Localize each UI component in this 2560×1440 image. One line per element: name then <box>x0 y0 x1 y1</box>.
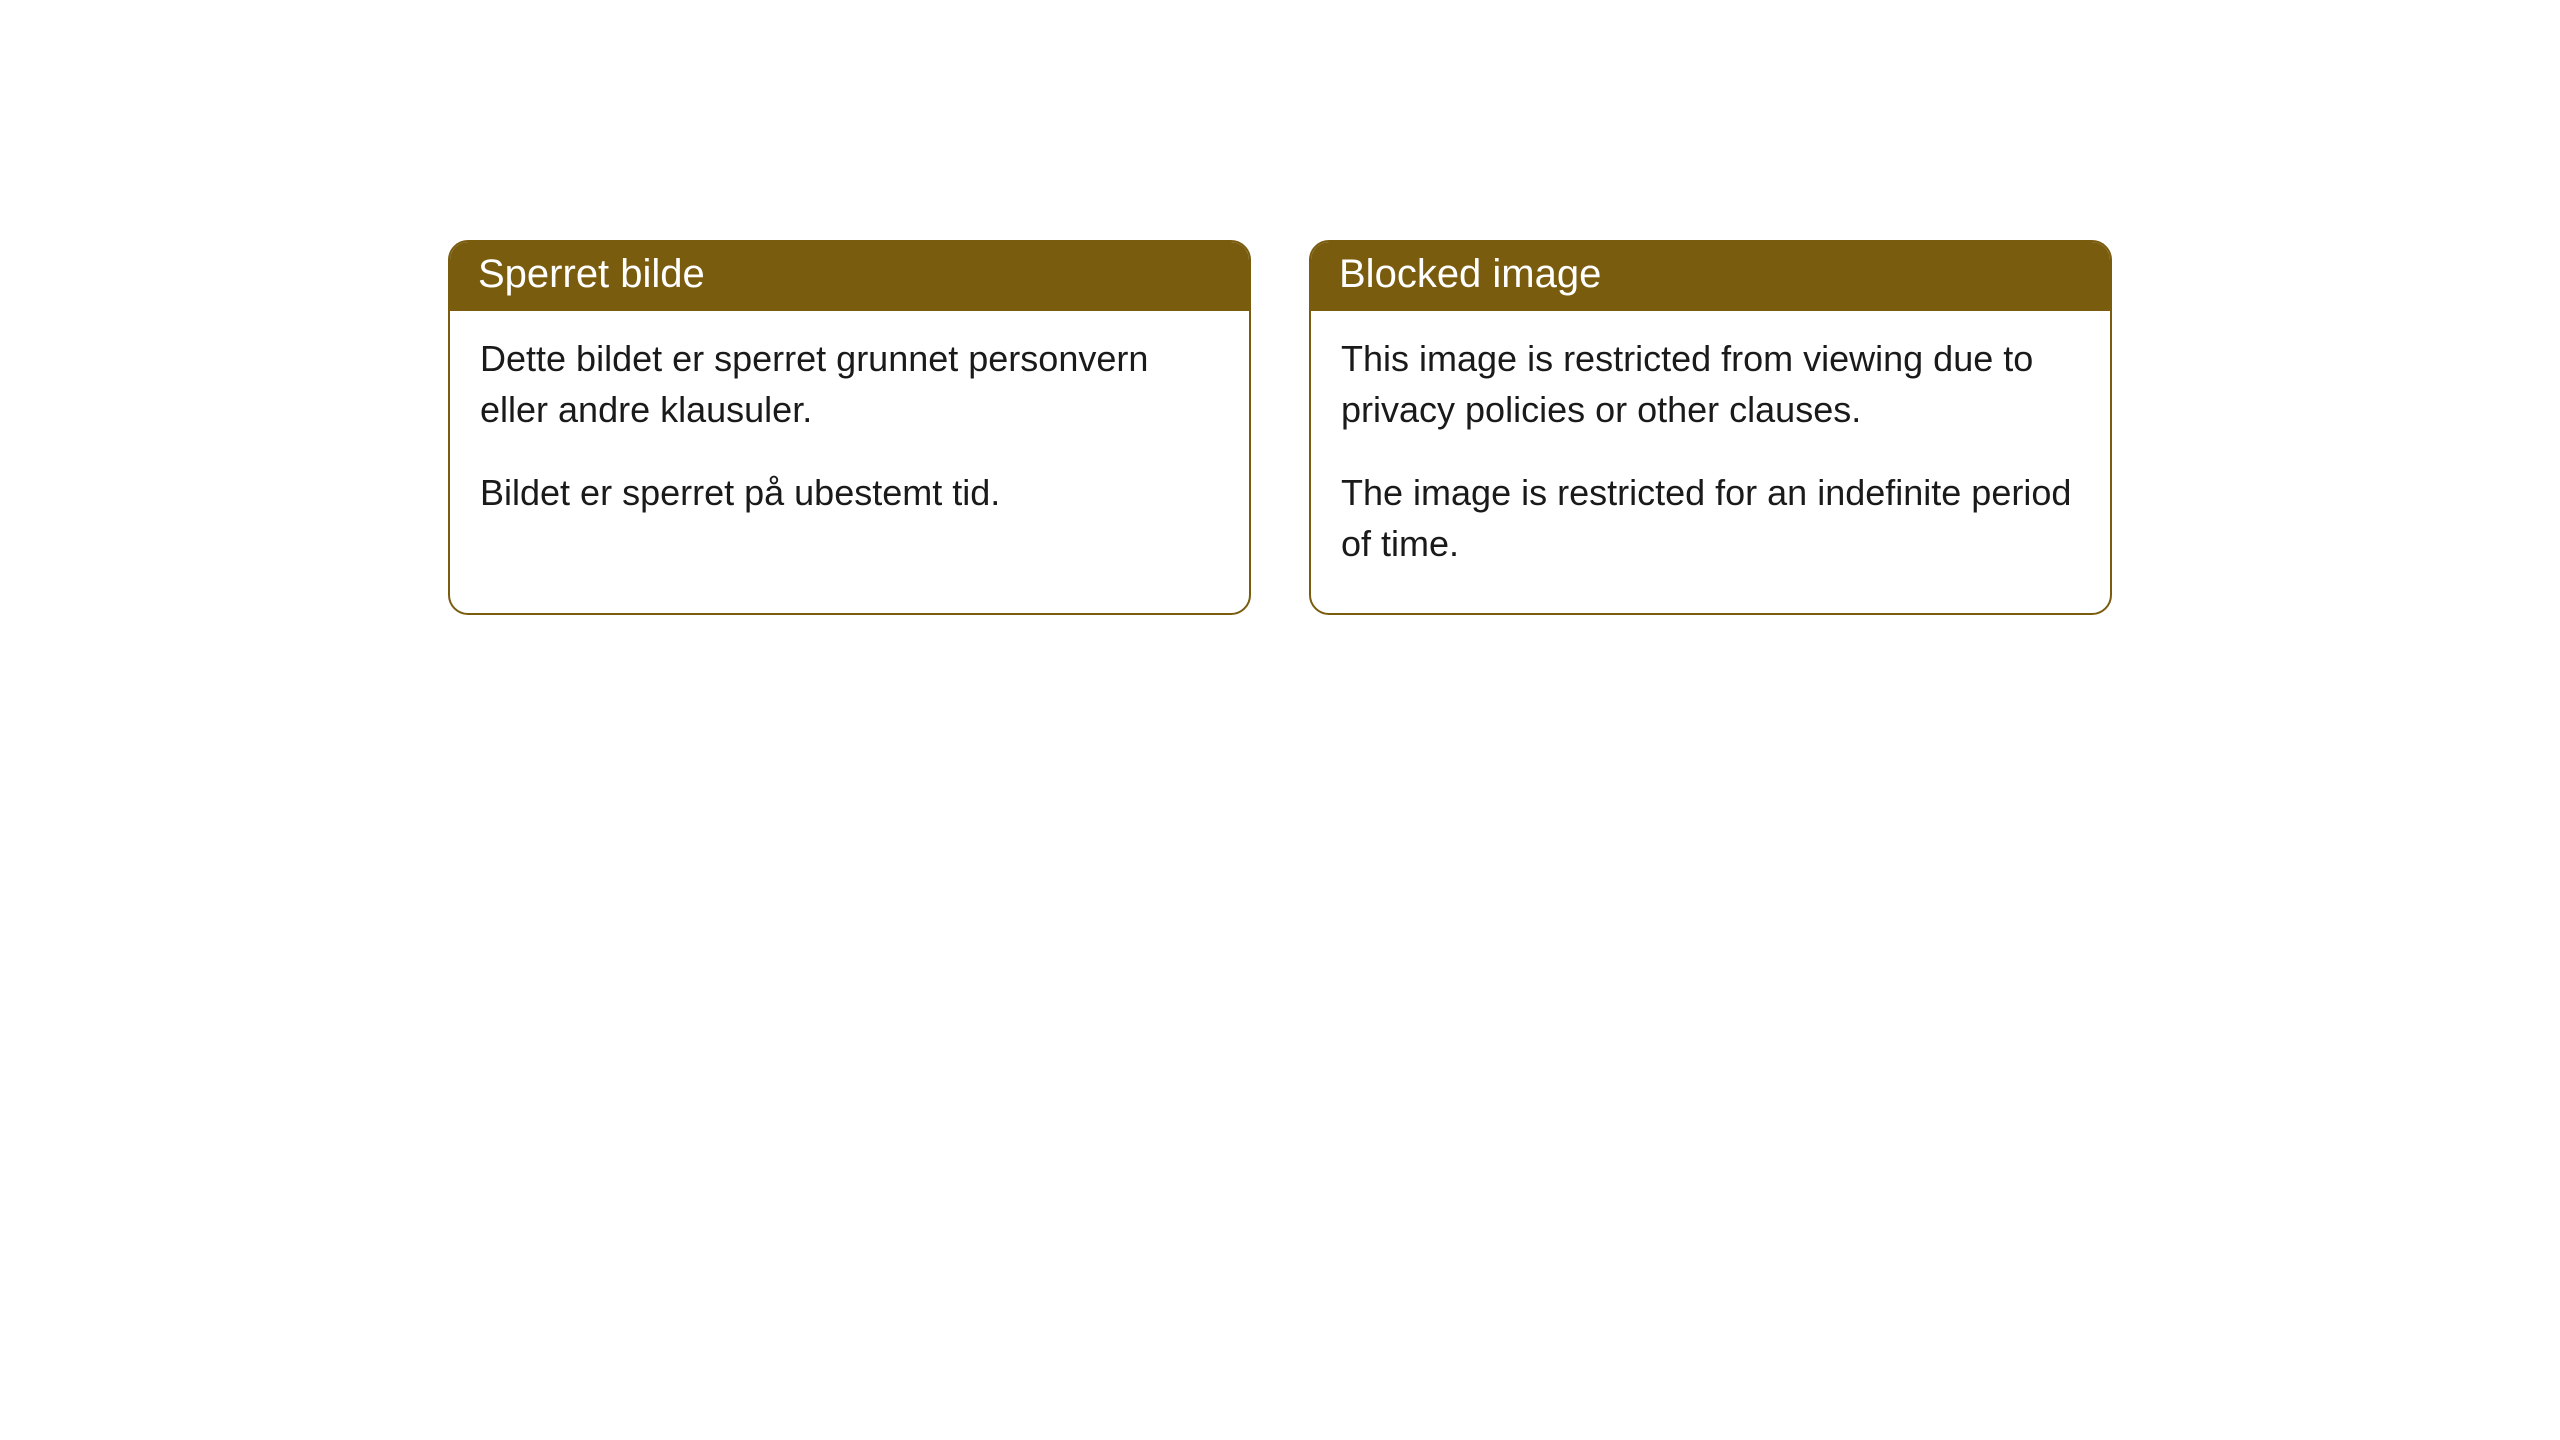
cards-container: Sperret bilde Dette bildet er sperret gr… <box>448 240 2112 615</box>
card-paragraph-2-english: The image is restricted for an indefinit… <box>1341 467 2080 569</box>
card-paragraph-1-norwegian: Dette bildet er sperret grunnet personve… <box>480 333 1219 435</box>
card-paragraph-1-english: This image is restricted from viewing du… <box>1341 333 2080 435</box>
card-english: Blocked image This image is restricted f… <box>1309 240 2112 615</box>
card-body-english: This image is restricted from viewing du… <box>1311 311 2110 613</box>
card-norwegian: Sperret bilde Dette bildet er sperret gr… <box>448 240 1251 615</box>
card-body-norwegian: Dette bildet er sperret grunnet personve… <box>450 311 1249 562</box>
card-header-english: Blocked image <box>1311 242 2110 311</box>
card-paragraph-2-norwegian: Bildet er sperret på ubestemt tid. <box>480 467 1219 518</box>
card-header-norwegian: Sperret bilde <box>450 242 1249 311</box>
